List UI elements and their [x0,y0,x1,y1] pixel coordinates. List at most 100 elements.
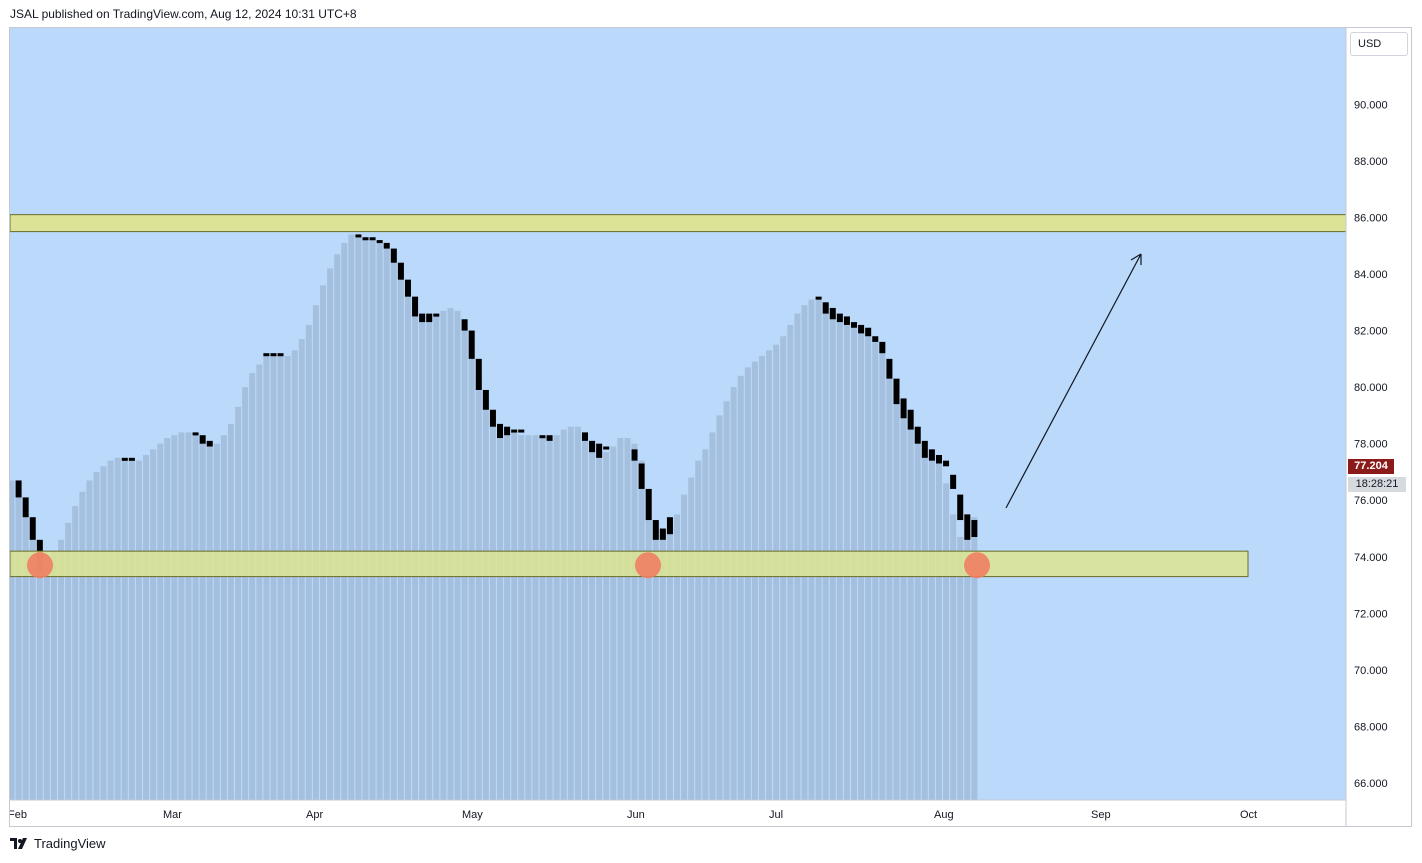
currency-selector-button[interactable]: USD [1350,32,1408,56]
area-bar [560,429,567,800]
candle [397,262,404,280]
candle [851,322,858,328]
touch-marker[interactable] [27,552,53,579]
projection-arrow-line[interactable] [1005,253,1142,509]
price-tick-label: 84.000 [1354,269,1388,281]
publish-info: JSAL published on TradingView.com, Aug 1… [10,7,357,21]
candle [369,237,376,241]
area-bar [893,398,900,800]
candle [596,443,603,458]
area-bar [199,440,206,800]
area-bar [383,242,390,800]
candle [497,423,504,439]
area-bar [964,537,971,800]
area-bar [688,477,695,800]
area-bar [121,457,128,800]
price-chart[interactable]: 90.000 88.000 86.000 84.000 82.000 80.000 78.0… [10,28,1411,826]
area-bar [808,299,815,800]
support-zone[interactable] [10,550,1249,578]
area-bar [79,491,86,800]
time-tick-label: Jul [769,809,783,821]
candle [843,316,850,325]
area-bar [390,248,397,801]
candle [383,242,390,249]
candle [461,319,468,331]
area-bar [164,438,171,800]
candle [822,302,829,314]
candle [511,429,518,433]
chart-frame[interactable]: 90.000 88.000 86.000 84.000 82.000 80.000 78.0… [9,27,1412,827]
area-bar [751,361,758,800]
candle [589,440,596,453]
candle [581,432,588,441]
area-bar [128,460,135,800]
area-bar [185,432,192,800]
candle [659,528,666,540]
area-bar [532,435,539,800]
time-tick-label: Aug [934,809,954,821]
area-bar [589,443,596,800]
area-bar [369,240,376,801]
area-bar [497,432,504,800]
area-bar [143,455,150,800]
area-bar [192,435,199,800]
area-bar [58,539,65,800]
candle [270,353,277,357]
candle [376,240,383,244]
price-tick-label: 74.000 [1354,552,1388,564]
candle [603,446,610,450]
area-bar [744,367,751,800]
candle [652,520,659,540]
candle [277,353,284,357]
area-bar [957,537,964,800]
price-tick-label: 70.000 [1354,665,1388,677]
candle [433,313,440,317]
area-bar [674,514,681,800]
area-bar [638,460,645,800]
candle [475,358,482,390]
area-bar [914,443,921,800]
tradingview-logo-icon [10,837,27,849]
area-bar [518,435,525,800]
area-bar [624,438,631,800]
candle [950,474,957,489]
area-bar [242,387,249,800]
price-tick-label: 80.000 [1354,382,1388,394]
area-bar [284,356,291,800]
touch-marker[interactable] [635,552,661,579]
candle [829,307,836,320]
touch-marker[interactable] [964,552,990,579]
area-bar [581,432,588,800]
area-bar [730,387,737,800]
candle [518,429,525,433]
area-bar [907,426,914,800]
candle [879,341,886,354]
candle [900,398,907,419]
time-tick-label: Oct [1240,809,1257,821]
tradingview-logo-text: TradingView [34,836,106,851]
candle [971,520,978,538]
candle [935,455,942,464]
area-bar [341,242,348,800]
candle [121,457,128,461]
area-bar [928,457,935,800]
candle [921,440,928,458]
area-bar [475,375,482,800]
area-bar [150,449,157,800]
area-bar [567,426,574,800]
candle [412,296,419,317]
area-bar [631,443,638,800]
area-bar [504,426,511,800]
candle [928,449,935,461]
area-bar [574,426,581,800]
resistance-zone[interactable] [10,214,1347,233]
candle [468,330,475,359]
area-bar [135,460,142,800]
area-bar [553,435,560,800]
time-tick-label: Jun [627,809,645,821]
touch-markers [27,552,990,579]
area-bar [397,262,404,800]
candle [206,440,213,447]
time-tick-label: Sep [1091,809,1111,821]
tradingview-logo[interactable]: TradingView [10,836,106,851]
